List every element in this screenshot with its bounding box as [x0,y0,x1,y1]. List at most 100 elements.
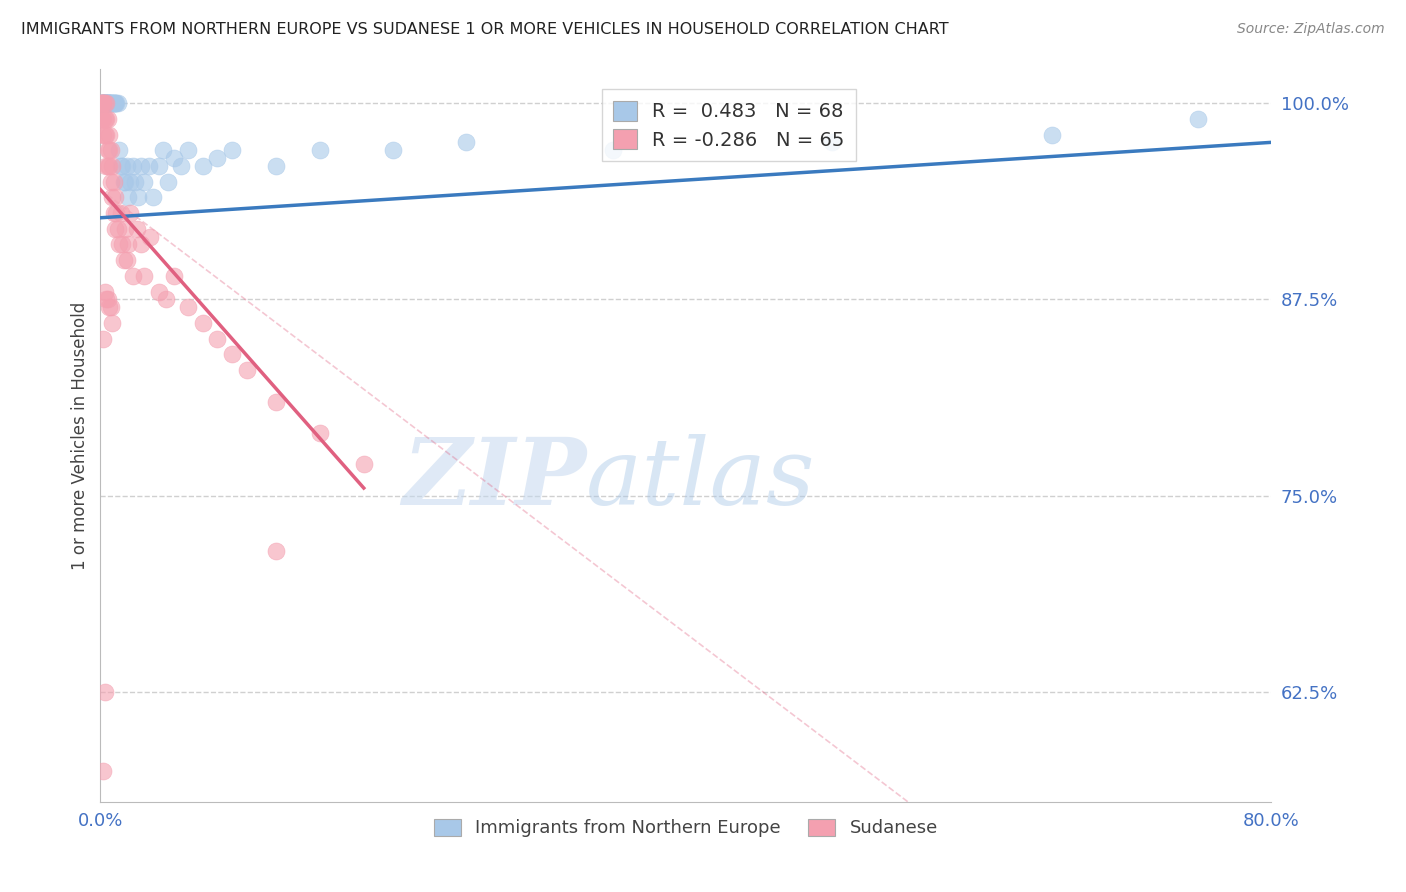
Point [117,237,139,252]
Point [264,544,287,558]
Point [91,112,114,126]
Point [115,159,138,173]
Point [96,293,118,307]
Point [96,159,118,173]
Point [105,206,128,220]
Point [96,96,118,111]
Point [96,128,118,142]
Point [98,96,121,111]
Point [142,190,165,204]
Point [264,394,287,409]
Point [91,332,114,346]
Point [90,96,112,111]
Point [121,159,143,173]
Point [103,96,125,111]
Point [101,96,124,111]
Point [115,253,138,268]
Point [91,96,114,111]
Point [134,268,156,283]
Point [91,96,114,111]
Point [90,112,112,126]
Point [98,96,121,111]
Point [98,143,121,157]
Point [93,112,115,126]
Point [264,159,287,173]
Point [100,96,122,111]
Point [107,221,129,235]
Point [108,237,131,252]
Point [353,458,375,472]
Point [97,96,120,111]
Point [602,143,624,157]
Point [98,96,121,111]
Point [118,175,141,189]
Point [93,285,115,299]
Point [91,96,114,111]
Point [97,96,120,111]
Point [110,206,132,220]
Point [90,96,112,111]
Point [221,347,243,361]
Point [156,175,179,189]
Point [125,221,148,235]
Point [382,143,405,157]
Point [100,175,122,189]
Point [152,143,174,157]
Point [98,128,121,142]
Point [138,159,160,173]
Legend: Immigrants from Northern Europe, Sudanese: Immigrants from Northern Europe, Sudanes… [426,812,945,845]
Point [96,96,118,111]
Point [100,96,122,111]
Point [96,96,118,111]
Point [107,96,129,111]
Point [110,159,132,173]
Point [93,96,115,111]
Point [124,175,146,189]
Text: atlas: atlas [586,434,815,524]
Point [221,143,243,157]
Point [93,685,115,699]
Point [191,316,214,330]
Point [177,301,200,315]
Point [91,96,114,111]
Point [170,159,193,173]
Point [91,96,114,111]
Point [112,253,135,268]
Point [177,143,200,157]
Point [91,128,114,142]
Point [97,293,120,307]
Point [100,143,122,157]
Point [117,190,139,204]
Y-axis label: 1 or more Vehicles in Household: 1 or more Vehicles in Household [72,301,89,569]
Point [100,96,122,111]
Point [103,206,125,220]
Point [131,159,153,173]
Point [91,96,114,111]
Point [101,316,124,330]
Point [1187,112,1209,126]
Point [111,159,134,173]
Point [97,112,120,126]
Point [127,190,149,204]
Text: Source: ZipAtlas.com: Source: ZipAtlas.com [1237,22,1385,37]
Point [134,175,156,189]
Point [162,151,184,165]
Point [821,136,844,150]
Text: ZIP: ZIP [402,434,586,524]
Point [98,159,121,173]
Point [93,96,115,111]
Point [139,229,162,244]
Point [97,96,120,111]
Point [93,96,115,111]
Point [93,96,115,111]
Point [93,96,115,111]
Point [91,764,114,778]
Point [111,237,134,252]
Point [93,96,115,111]
Point [191,159,214,173]
Point [456,136,478,150]
Point [90,96,112,111]
Point [97,143,120,157]
Point [104,190,127,204]
Point [98,301,121,315]
